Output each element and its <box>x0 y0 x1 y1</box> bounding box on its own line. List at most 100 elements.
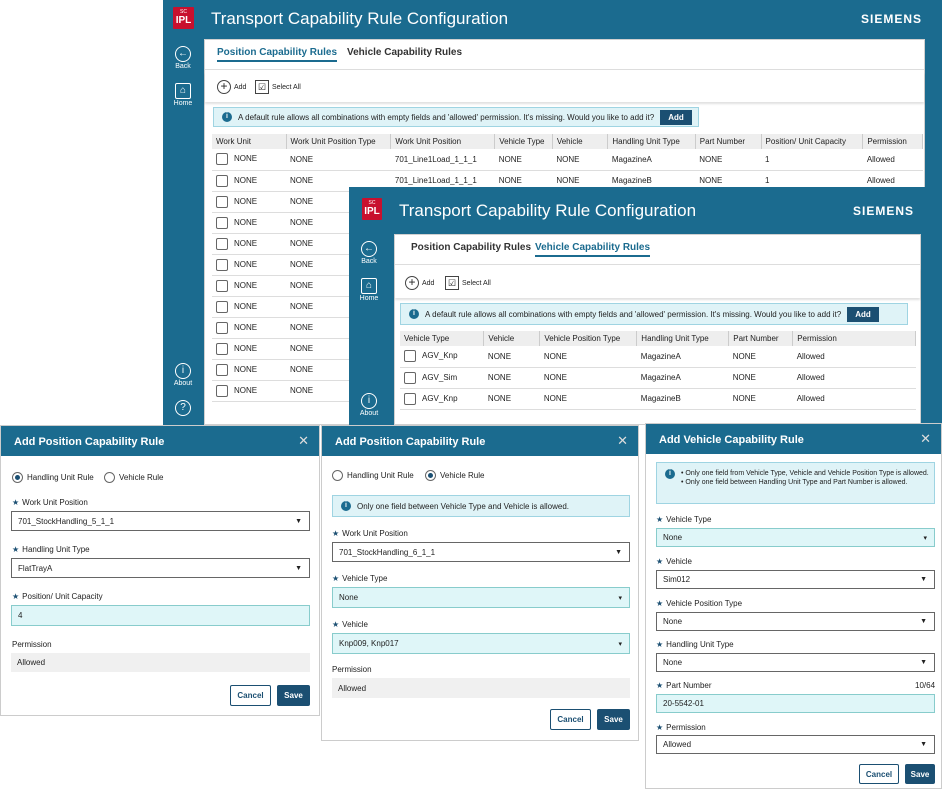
table-row[interactable]: NONE NONE 701_Line1Load_1_1_1 NONE NONE Magaz… <box>212 170 923 192</box>
home-button[interactable]: ⌂ Home <box>173 83 193 107</box>
row-checkbox[interactable] <box>216 363 228 376</box>
dialog-title: Add Vehicle Capability Rule ✕ <box>646 424 941 454</box>
select-all-button[interactable]: ☑ Select All <box>445 276 491 290</box>
cancel-button[interactable]: Cancel <box>859 764 899 784</box>
row-checkbox[interactable] <box>216 195 228 208</box>
add-button[interactable]: + Add <box>405 276 434 290</box>
table-header-row: Work Unit Work Unit Position Type Work Uni… <box>212 134 923 149</box>
capacity-input[interactable]: 4 <box>11 605 310 626</box>
vehicle-rule-radio[interactable]: Vehicle Rule <box>104 472 163 483</box>
add-button[interactable]: + Add <box>217 80 246 94</box>
table-row[interactable]: AGV_Knp NONE NONE MagazineA NONE Allowed <box>400 346 916 368</box>
handling-unit-rule-radio[interactable]: Handling Unit Rule <box>332 470 414 481</box>
cell-text: MagazineA <box>640 373 681 382</box>
column-header[interactable]: Permission <box>862 134 923 149</box>
close-icon[interactable]: ✕ <box>920 431 931 446</box>
home-button[interactable]: ⌂ Home <box>359 278 379 302</box>
close-icon[interactable]: ✕ <box>298 433 309 448</box>
handling-unit-rule-radio[interactable]: Handling Unit Rule <box>12 472 94 483</box>
handling-unit-type-select[interactable]: FlatTrayA ▼ <box>11 558 310 578</box>
vehicle-type-label: ★ Vehicle Type <box>656 515 712 524</box>
column-header[interactable]: Position/ Unit Capacity <box>761 134 864 149</box>
select-all-button[interactable]: ☑ Select All <box>255 80 301 94</box>
column-header[interactable]: Part Number <box>728 331 794 346</box>
tab-vehicle-rules[interactable]: Vehicle Capability Rules <box>347 47 463 58</box>
cell-text: NONE <box>487 394 512 403</box>
column-header[interactable]: Vehicle <box>483 331 541 346</box>
about-button[interactable]: i About <box>173 363 193 387</box>
column-header[interactable]: Work Unit Position <box>390 134 496 149</box>
part-number-input[interactable]: 20-5542-01 <box>656 694 935 713</box>
work-unit-position-select[interactable]: 701_StockHandling_6_1_1 ▼ <box>332 542 630 562</box>
column-header[interactable]: Permission <box>792 331 916 346</box>
vehicle-type-select[interactable]: None ▾ <box>656 528 935 547</box>
column-header[interactable]: Vehicle Type <box>494 134 553 149</box>
row-checkbox[interactable] <box>404 371 416 384</box>
vehicle-select[interactable]: Knp009, Knp017 ▾ <box>332 633 630 654</box>
about-button[interactable]: i About <box>359 393 379 417</box>
close-icon[interactable]: ✕ <box>617 433 628 448</box>
tab-position-rules[interactable]: Position Capability Rules <box>217 47 338 62</box>
save-button[interactable]: Save <box>905 764 935 784</box>
cell-text: NONE <box>732 373 756 382</box>
row-checkbox[interactable] <box>216 321 228 334</box>
row-checkbox[interactable] <box>404 350 416 363</box>
help-button[interactable]: ? <box>163 400 203 417</box>
row-checkbox[interactable] <box>404 392 416 405</box>
row-checkbox[interactable] <box>216 384 228 397</box>
column-header[interactable]: Handling Unit Type <box>607 134 696 149</box>
vehicle-select[interactable]: Sim012 ▼ <box>656 570 935 589</box>
vehicle-type-select[interactable]: None ▾ <box>332 587 630 608</box>
column-header[interactable]: Vehicle Type <box>400 331 485 346</box>
tab-position-rules[interactable]: Position Capability Rules <box>411 242 532 253</box>
cell-text: NONE <box>732 394 756 403</box>
save-button[interactable]: Save <box>597 709 630 730</box>
add-default-rule-button[interactable]: Add <box>847 306 879 322</box>
permission-label: Permission <box>332 665 372 674</box>
vehicle-constraint-info: i • Only one field from Vehicle Type, Ve… <box>656 462 935 504</box>
row-checkbox[interactable] <box>216 279 228 292</box>
table-row[interactable]: NONE NONE 701_Line1Load_1_1_1 NONE NONE Magaz… <box>212 149 923 171</box>
permission-select[interactable]: Allowed ▼ <box>656 735 935 754</box>
table-cell: Allowed <box>792 346 916 368</box>
work-unit-position-select[interactable]: 701_StockHandling_5_1_1 ▼ <box>11 511 310 531</box>
table-cell: NONE <box>212 233 287 255</box>
capacity-label: ★ Position/ Unit Capacity <box>12 592 103 601</box>
table-cell: NONE <box>483 388 540 410</box>
row-checkbox[interactable] <box>216 300 228 313</box>
column-header[interactable]: Vehicle Position Type <box>539 331 638 346</box>
info-icon: i <box>341 501 351 511</box>
cell-text: NONE <box>556 154 580 164</box>
table-cell: NONE <box>212 170 287 192</box>
table-cell: NONE <box>539 367 637 389</box>
row-checkbox[interactable] <box>216 258 228 271</box>
row-checkbox[interactable] <box>216 237 228 250</box>
column-header[interactable]: Part Number <box>695 134 762 149</box>
back-button[interactable]: ← Back <box>175 46 191 70</box>
add-position-rule-dialog-vehicle: Add Position Capability Rule ✕ Handling U… <box>321 425 639 741</box>
cancel-button[interactable]: Cancel <box>230 685 271 706</box>
save-button[interactable]: Save <box>277 685 310 706</box>
row-checkbox[interactable] <box>216 216 228 229</box>
row-checkbox[interactable] <box>216 342 228 355</box>
vehicle-position-type-select[interactable]: None ▼ <box>656 612 935 631</box>
vehicle-rule-radio[interactable]: Vehicle Rule <box>425 470 484 481</box>
column-header[interactable]: Vehicle <box>552 134 609 149</box>
handling-unit-type-select[interactable]: None ▼ <box>656 653 935 672</box>
row-checkbox[interactable] <box>216 174 228 187</box>
table-row[interactable]: AGV_Knp NONE NONE MagazineB NONE Allowed <box>400 388 916 410</box>
table-row[interactable]: AGV_Sim NONE NONE MagazineA NONE Allowed <box>400 367 916 389</box>
column-header[interactable]: Work Unit <box>212 134 287 149</box>
add-default-rule-button[interactable]: Add <box>660 109 692 125</box>
table-cell: 701_Line1Load_1_1_1 <box>390 149 495 171</box>
cancel-button[interactable]: Cancel <box>550 709 591 730</box>
back-button[interactable]: ← Back <box>361 241 377 265</box>
column-header[interactable]: Work Unit Position Type <box>286 134 392 149</box>
row-checkbox[interactable] <box>216 153 228 166</box>
cell-text: NONE <box>290 323 314 332</box>
tab-vehicle-rules[interactable]: Vehicle Capability Rules <box>535 242 651 257</box>
cell-text: NONE <box>290 218 314 227</box>
vehicle-position-type-label: ★ Vehicle Position Type <box>656 599 743 608</box>
column-header[interactable]: Handling Unit Type <box>636 331 730 346</box>
cell-text: Allowed <box>796 394 825 403</box>
